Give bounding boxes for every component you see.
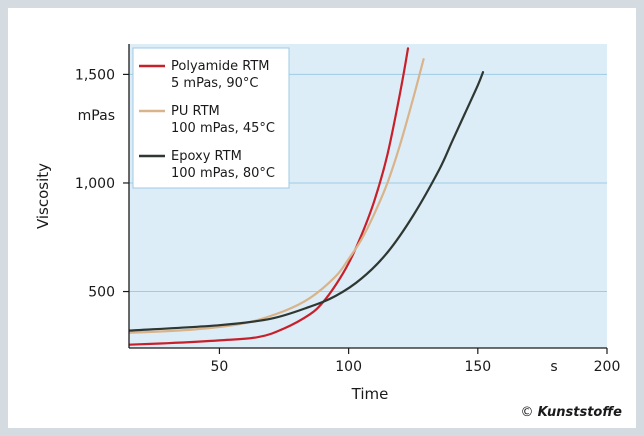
- x-tick-label-0: 50: [211, 359, 229, 375]
- x-tick-label-2: 150: [464, 359, 491, 375]
- copyright-credit: © Kunststoffe: [521, 405, 623, 420]
- y-tick-labels: 500 1,000 1,500: [75, 67, 129, 301]
- y-tick-label-2: 1,500: [75, 67, 115, 83]
- legend: Polyamide RTM 5 mPas, 90°C PU RTM 100 mPas,…: [132, 47, 290, 189]
- y-tick-label-0: 500: [88, 285, 115, 301]
- x-axis-title: Time: [351, 385, 389, 403]
- legend-note-2: 100 mPas, 80°C: [171, 166, 275, 181]
- legend-name-0: Polyamide RTM: [171, 59, 270, 74]
- legend-box: [132, 47, 290, 189]
- x-tick-labels: 50 100 150 200: [211, 348, 621, 375]
- y-axis-title: Viscosity: [34, 163, 52, 229]
- chart-figure: 500 1,000 1,500 50 100 150 200 mPas s Viscosi…: [8, 8, 636, 428]
- legend-name-1: PU RTM: [171, 104, 220, 119]
- legend-note-0: 5 mPas, 90°C: [171, 76, 258, 91]
- viscosity-chart: 500 1,000 1,500 50 100 150 200 mPas s Viscosi…: [34, 44, 621, 403]
- y-unit-label: mPas: [78, 108, 115, 124]
- x-tick-label-1: 100: [335, 359, 362, 375]
- legend-name-2: Epoxy RTM: [171, 149, 242, 164]
- series-line-2: [129, 71, 485, 332]
- legend-note-1: 100 mPas, 45°C: [171, 121, 275, 136]
- x-tick-label-3: 200: [594, 359, 621, 375]
- series-line-0: [129, 47, 410, 346]
- y-tick-label-1: 1,000: [75, 176, 115, 192]
- series-lines: [129, 47, 485, 346]
- x-unit-label: s: [550, 359, 557, 375]
- copyright-symbol: ©: [520, 405, 534, 420]
- publisher-brand: Kunststoffe: [537, 405, 622, 420]
